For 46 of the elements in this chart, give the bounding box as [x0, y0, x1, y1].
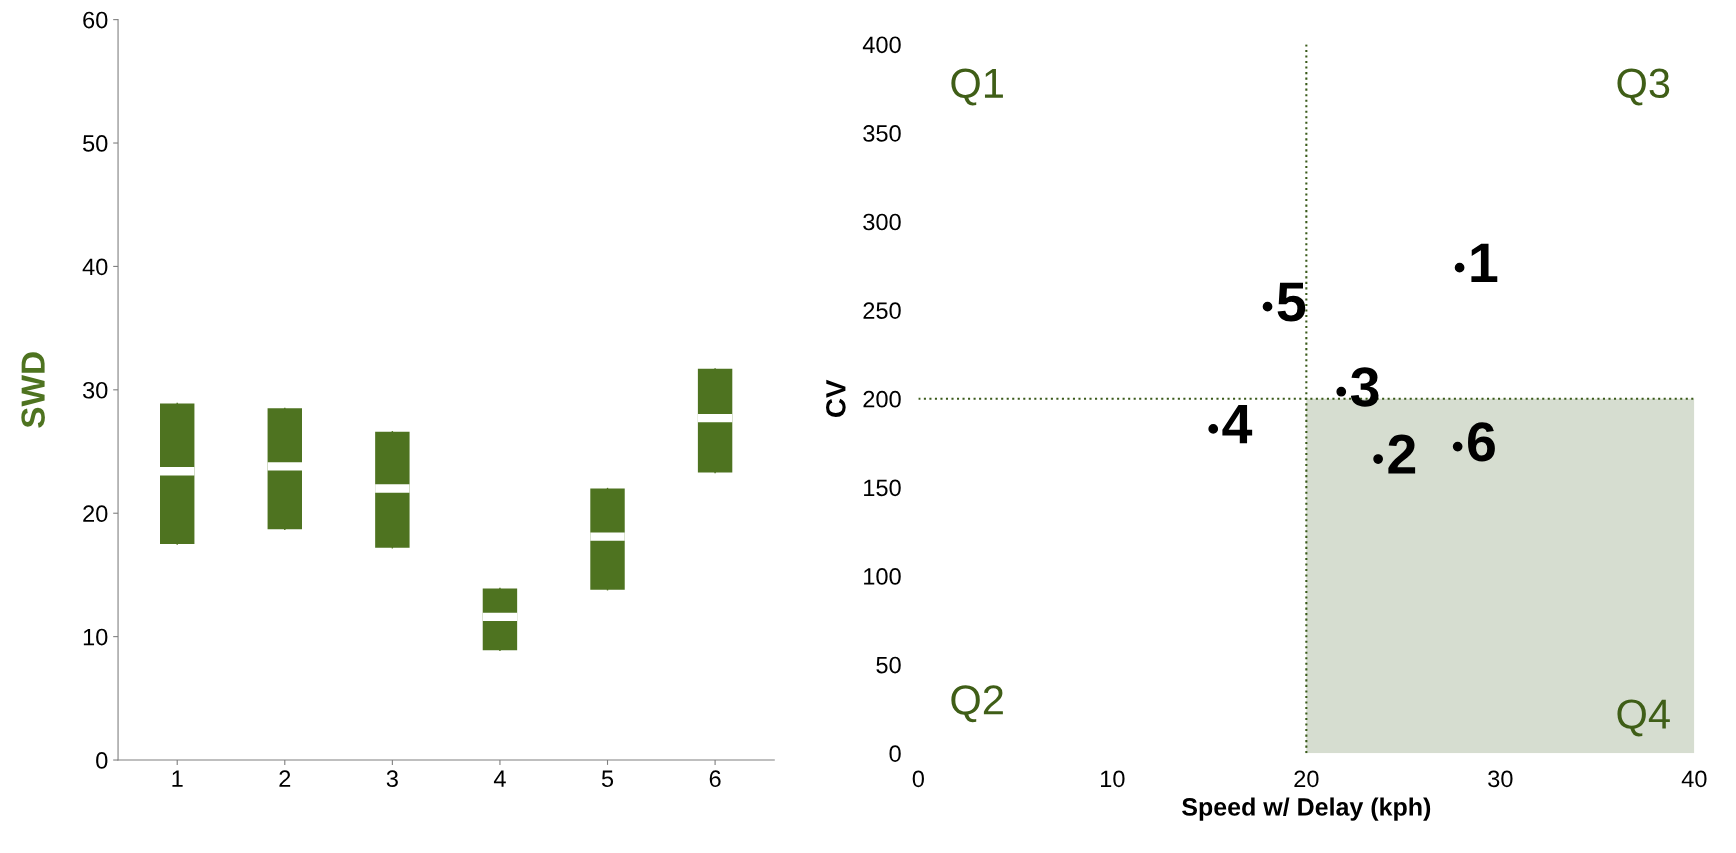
annotation: Q4: [1617, 699, 1670, 737]
y-tick-label: 400: [862, 36, 901, 54]
y-tick-label: 0: [889, 745, 901, 762]
point: [1208, 424, 1219, 434]
x-tick-label: 2: [279, 770, 291, 787]
y-axis-title: CV: [826, 379, 846, 417]
point: [1454, 262, 1465, 273]
series-label: 2: [1388, 434, 1416, 474]
series-label: 4: [1222, 405, 1253, 444]
point: [1452, 441, 1463, 452]
series-label: 6: [1468, 422, 1495, 462]
point: [1262, 301, 1273, 312]
y-tick-label: 20: [83, 505, 108, 523]
y-tick-label: 200: [863, 390, 901, 408]
x-tick-label: 5: [601, 770, 614, 788]
series-label: 3: [1350, 367, 1379, 407]
annotation: Q1: [951, 68, 1003, 106]
x-tick-label: 40: [1681, 770, 1707, 788]
y-tick-label: 60: [83, 11, 108, 29]
x-tick-label: 1: [172, 770, 183, 787]
y-tick-label: 50: [876, 656, 901, 674]
x-tick-label: 30: [1488, 770, 1513, 788]
y-tick-label: 50: [83, 135, 108, 152]
x-axis-title: Speed w/ Delay (kph): [1182, 797, 1431, 821]
annotation: Q2: [951, 685, 1003, 723]
series-label: 1: [1471, 243, 1498, 283]
series-label: 5: [1277, 282, 1306, 322]
x-tick-label: 3: [386, 770, 398, 788]
y-tick-label: 30: [82, 381, 108, 399]
y-tick-label: 300: [863, 213, 901, 231]
x-tick-label: 10: [1101, 770, 1125, 788]
y-tick-label: 100: [864, 568, 901, 585]
annotation: Q3: [1617, 68, 1670, 106]
y-axis-title: SWD: [21, 352, 45, 428]
y-tick-label: 0: [96, 752, 108, 769]
y-tick-label: 40: [82, 258, 108, 276]
y-tick-label: 250: [863, 302, 901, 319]
point: [1336, 386, 1347, 397]
x-tick-label: 6: [709, 770, 721, 788]
point: [1373, 454, 1383, 464]
x-tick-label: 0: [912, 770, 924, 788]
x-tick-label: 20: [1294, 770, 1319, 788]
y-tick-label: 10: [83, 628, 108, 646]
y-tick-label: 350: [863, 125, 901, 142]
x-tick-label: 4: [493, 770, 506, 787]
y-tick-label: 150: [864, 479, 901, 497]
